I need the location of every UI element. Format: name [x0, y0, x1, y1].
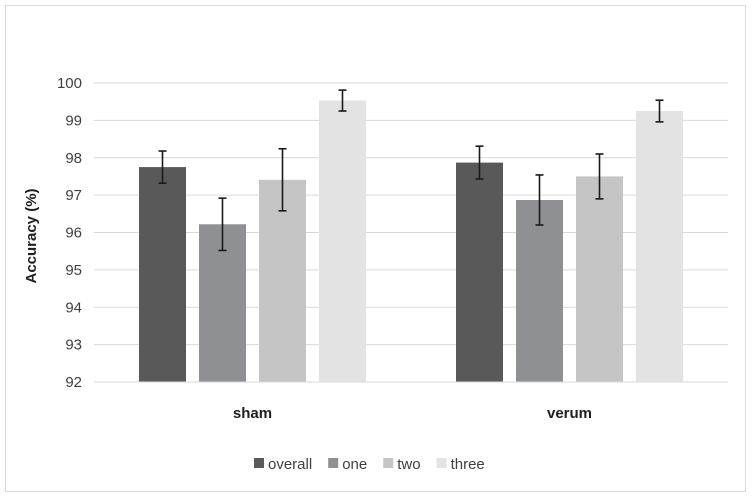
- bar-sham-overall: [139, 167, 186, 382]
- gridlines: [94, 82, 728, 346]
- y-tick-label: 98: [65, 150, 82, 167]
- legend-swatch: [436, 458, 447, 468]
- error-bar-sham-one: [218, 197, 227, 252]
- y-tick-label: 93: [65, 337, 82, 354]
- bar-verum-one: [516, 199, 563, 382]
- legend-item-two: two: [383, 456, 421, 473]
- error-bar-sham-overall: [158, 150, 167, 184]
- y-axis-ticks: 92 93 94 95 96 97 98 99 100: [57, 75, 82, 391]
- category-label-sham: sham: [233, 405, 272, 422]
- error-bar-verum-two: [595, 153, 604, 200]
- y-tick-label: 92: [65, 374, 82, 391]
- legend-item-overall: overall: [254, 456, 312, 473]
- error-bar-verum-one: [535, 174, 544, 226]
- bars: [139, 100, 683, 382]
- y-tick-label: 96: [65, 225, 82, 242]
- legend-label: three: [451, 456, 485, 473]
- legend-item-three: three: [436, 456, 485, 473]
- category-labels: sham verum: [233, 405, 592, 422]
- legend-swatch: [328, 458, 339, 468]
- y-axis-label: Accuracy (%): [23, 188, 40, 283]
- y-tick-label: 99: [65, 112, 82, 129]
- bar-sham-two: [259, 179, 306, 382]
- y-tick-label: 100: [57, 75, 82, 92]
- y-tick-label: 97: [65, 187, 82, 204]
- legend-label: overall: [268, 456, 312, 473]
- error-bar-verum-three: [655, 99, 664, 123]
- y-tick-label: 94: [65, 299, 82, 316]
- legend-swatch: [383, 458, 394, 468]
- bar-verum-three: [636, 111, 683, 382]
- error-bar-sham-two: [278, 147, 287, 212]
- y-tick-label: 95: [65, 262, 82, 279]
- legend-item-one: one: [328, 456, 367, 473]
- legend: overall one two three: [254, 456, 485, 473]
- bar-verum-overall: [456, 162, 503, 382]
- error-bar-sham-three: [338, 89, 347, 112]
- legend-label: two: [397, 456, 420, 473]
- error-bars: [158, 89, 664, 252]
- bar-verum-two: [576, 176, 623, 382]
- legend-swatch: [254, 458, 264, 468]
- legend-label: one: [342, 456, 367, 473]
- category-label-verum: verum: [547, 405, 592, 422]
- error-bar-verum-overall: [475, 145, 484, 180]
- bar-sham-three: [319, 100, 366, 382]
